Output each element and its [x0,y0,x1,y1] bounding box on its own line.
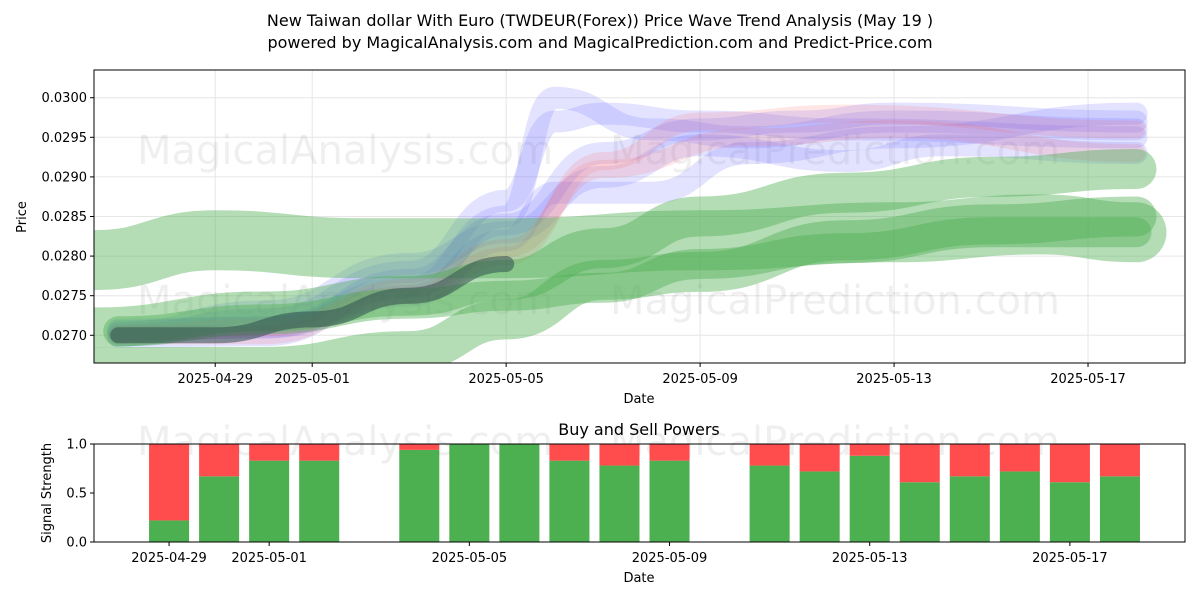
price-y-tick-label: 0.0295 [42,131,88,146]
sell-bar [899,444,940,483]
signal-x-label: Date [623,571,654,586]
signal-bars [149,444,1140,542]
buy-bar [299,460,340,542]
price-y-tick-label: 0.0285 [42,210,88,225]
price-x-tick-label: 2025-05-17 [1050,372,1126,387]
sell-bar [599,444,640,466]
price-wave-line [109,120,1146,345]
price-x-tick-label: 2025-04-29 [177,372,253,387]
signal-y-tick-label: 1.0 [66,438,87,453]
price-wave-line [94,196,1157,363]
signal-y-tick-label: 0.5 [66,487,87,502]
signal-y-tick-label: 0.0 [66,536,87,551]
buy-bar [899,482,940,542]
sell-bar [749,444,790,466]
signal-y-label: Signal Strength [40,443,55,543]
sell-bar [399,444,440,450]
signal-chart: Buy and Sell Powers MagicalAnalysis.com M… [40,419,1186,586]
buy-bar [599,465,640,542]
price-y-tick-label: 0.0290 [42,170,88,185]
price-wave-line [94,194,1167,291]
signal-x-tick-label: 2025-04-29 [131,551,207,566]
buy-bar [549,460,590,542]
price-x-ticks: 2025-04-29 2025-05-01 2025-05-05 2025-05-09… [177,363,1126,387]
price-chart: MagicalAnalysis.com MagicalPrediction.com… [15,69,1186,407]
price-gridlines [94,70,1185,363]
price-wave-line [107,102,1148,347]
buy-bar [749,465,790,542]
sell-bar [149,444,190,521]
buy-bar [449,444,490,542]
sell-bar [299,444,340,461]
watermark-text: MagicalPrediction.com [610,278,1060,324]
sell-bar [249,444,290,461]
buy-bar [799,471,840,542]
sell-bar [549,444,590,461]
buy-bar [199,476,240,542]
sell-bar [649,444,690,461]
price-x-label: Date [623,392,654,407]
price-x-tick-label: 2025-05-01 [274,372,350,387]
price-waves [94,86,1167,363]
buy-bar [249,460,290,542]
price-watermarks: MagicalAnalysis.com MagicalPrediction.com… [137,128,1060,324]
signal-x-tick-label: 2025-05-17 [1032,551,1108,566]
buy-bar [499,444,540,542]
price-wave-line [110,256,515,344]
sell-bar [199,444,240,477]
chart-title: New Taiwan dollar With Euro (TWDEUR(Fore… [267,11,933,30]
price-y-ticks: 0.0270 0.0275 0.0280 0.0285 0.0290 0.0295 0.03… [42,91,94,344]
sell-bar [1099,444,1140,477]
buy-bar [999,471,1040,542]
signal-x-tick-label: 2025-05-09 [632,551,708,566]
buy-bar [1049,482,1090,542]
price-y-tick-label: 0.0275 [42,289,88,304]
price-x-tick-label: 2025-05-13 [856,372,932,387]
watermark-text: MagicalAnalysis.com [137,128,553,174]
price-wave-line [94,149,1157,348]
price-y-tick-label: 0.0280 [42,250,88,265]
price-x-tick-label: 2025-05-05 [468,372,544,387]
price-y-tick-label: 0.0270 [42,329,88,344]
signal-x-ticks: 2025-04-29 2025-05-01 2025-05-05 2025-05-09… [131,542,1108,566]
buy-bar [1099,476,1140,542]
price-y-tick-label: 0.0300 [42,91,88,106]
sell-bar [849,444,890,456]
buy-bar [399,449,440,542]
sell-bar [999,444,1040,472]
signal-y-ticks: 0.0 0.5 1.0 [66,438,94,551]
price-x-tick-label: 2025-05-09 [662,372,738,387]
sell-bar [949,444,990,477]
watermark-text: MagicalPrediction.com [610,128,1060,174]
chart-subtitle: powered by MagicalAnalysis.com and Magic… [267,33,932,52]
buy-bar [849,455,890,542]
price-y-label: Price [15,201,30,233]
sell-bar [799,444,840,472]
buy-bar [149,520,190,542]
signal-x-tick-label: 2025-05-01 [231,551,307,566]
signal-title: Buy and Sell Powers [558,420,720,439]
buy-bar [649,460,690,542]
price-wave-line [107,134,1148,344]
buy-bar [949,476,990,542]
signal-x-tick-label: 2025-05-13 [832,551,908,566]
sell-bar [1049,444,1090,483]
signal-x-tick-label: 2025-05-05 [432,551,508,566]
